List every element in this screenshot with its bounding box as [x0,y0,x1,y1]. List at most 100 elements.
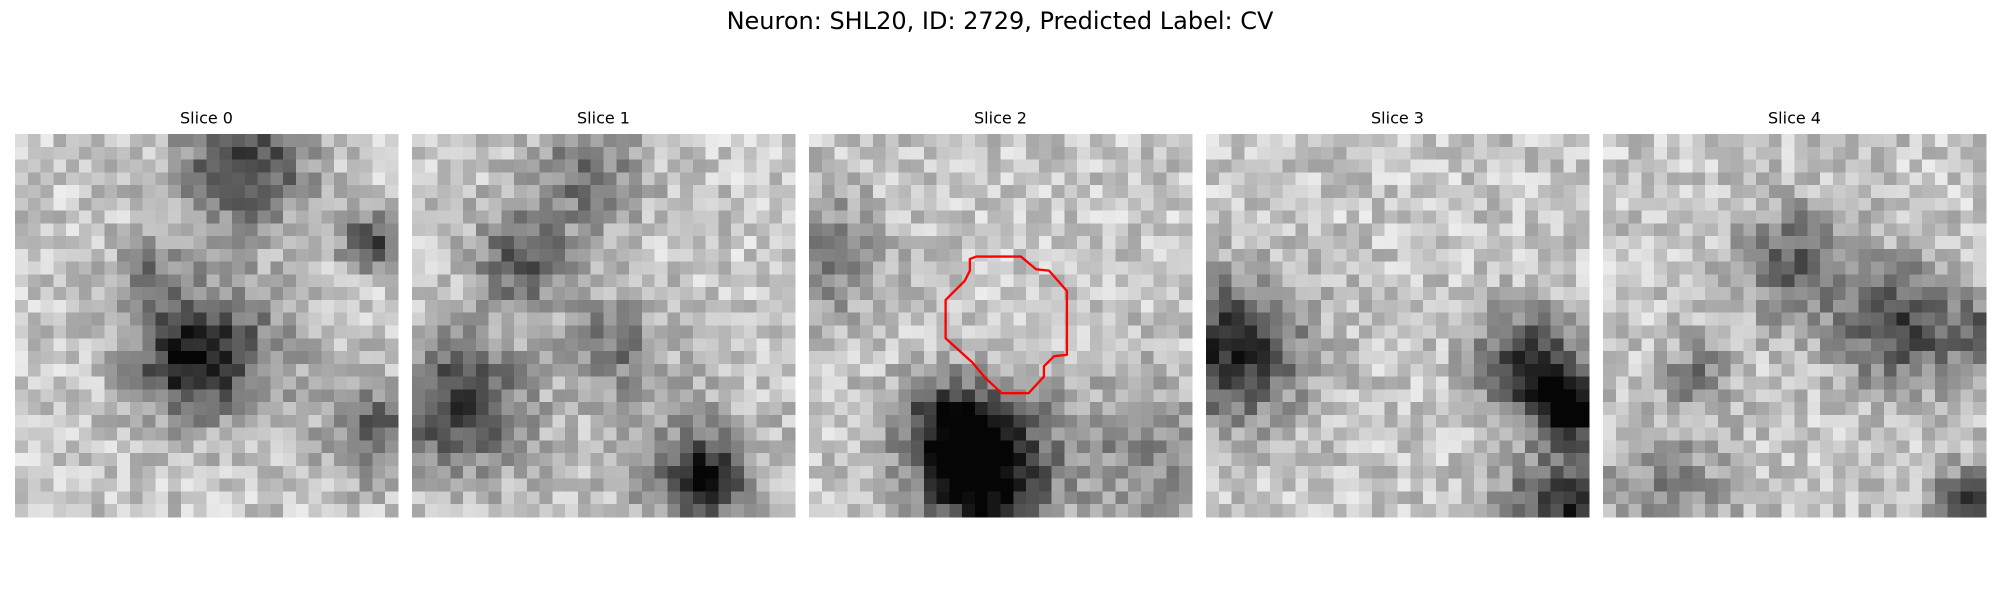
pixel [1089,287,1104,301]
pixel [193,299,207,314]
pixel [1654,236,1668,250]
pixel [1832,414,1846,429]
pixel [1883,376,1898,390]
pixel [731,248,745,263]
pixel [821,287,835,301]
pixel [1269,312,1283,326]
pixel [1692,376,1706,390]
pixel [244,185,258,199]
pixel [1756,197,1770,211]
pixel [1423,504,1437,518]
pixel [437,453,451,467]
pixel [206,299,220,314]
pixel [308,351,322,365]
pixel [629,210,643,224]
pixel [1244,146,1258,160]
pixel [244,287,258,301]
pixel [1717,351,1732,365]
pixel [885,159,899,173]
pixel [27,172,41,186]
pixel [244,351,258,365]
pixel [577,440,592,454]
pixel [219,146,233,160]
pixel [667,248,681,263]
pixel [872,172,886,186]
pixel [1257,223,1271,237]
pixel [308,172,322,186]
pixel [40,465,54,480]
pixel [1603,504,1617,518]
pixel [718,453,732,467]
pixel [244,134,258,148]
pixel [705,376,719,390]
pixel [1768,440,1783,454]
pixel [372,274,386,288]
pixel [1384,287,1398,301]
pixel [1089,478,1104,492]
pixel [1576,299,1590,314]
pixel [1308,351,1322,365]
pixel [1051,287,1065,301]
pixel [66,248,80,263]
pixel [1448,504,1462,518]
pixel [1615,465,1629,480]
pixel [1512,159,1526,173]
pixel [769,287,783,301]
pixel [1346,351,1360,365]
pixel [91,146,105,160]
pixel [168,427,182,441]
pixel [821,351,835,365]
pixel [1410,491,1424,505]
pixel [424,236,438,250]
pixel [654,299,668,314]
pixel [885,197,899,211]
pixel [1384,223,1398,237]
pixel [219,134,233,148]
pixel [385,440,399,454]
pixel [475,325,489,339]
pixel [872,185,886,199]
pixel [257,440,271,454]
pixel [756,159,770,173]
pixel [437,261,451,275]
pixel [1871,414,1885,429]
pixel [1883,427,1898,441]
pixel [1563,325,1577,339]
pixel [1244,185,1258,199]
pixel [372,363,386,377]
pixel [155,261,169,275]
pixel [1641,376,1655,390]
pixel [283,363,297,377]
pixel [1206,134,1220,148]
pixel [1692,210,1706,224]
pixel [654,261,668,275]
pixel [450,197,464,211]
pixel [1423,236,1437,250]
pixel [1871,440,1885,454]
pixel [809,414,823,429]
pixel [424,299,438,314]
pixel [257,172,271,186]
pixel [1397,402,1411,416]
pixel [1934,453,1949,467]
pixel [1486,389,1501,403]
pixel [1781,491,1795,505]
pixel [1576,478,1590,492]
pixel [641,363,655,377]
pixel [295,363,310,377]
pixel [1576,376,1590,390]
pixel [885,261,899,275]
pixel [860,299,874,314]
pixel [155,197,169,211]
pixel [1768,312,1783,326]
pixel [872,159,886,173]
pixel [872,453,886,467]
pixel [257,376,271,390]
pixel [1320,389,1335,403]
pixel [1934,325,1949,339]
pixel [66,325,80,339]
pixel [78,261,92,275]
pixel [834,287,848,301]
pixel [295,248,310,263]
pixel [1410,159,1424,173]
